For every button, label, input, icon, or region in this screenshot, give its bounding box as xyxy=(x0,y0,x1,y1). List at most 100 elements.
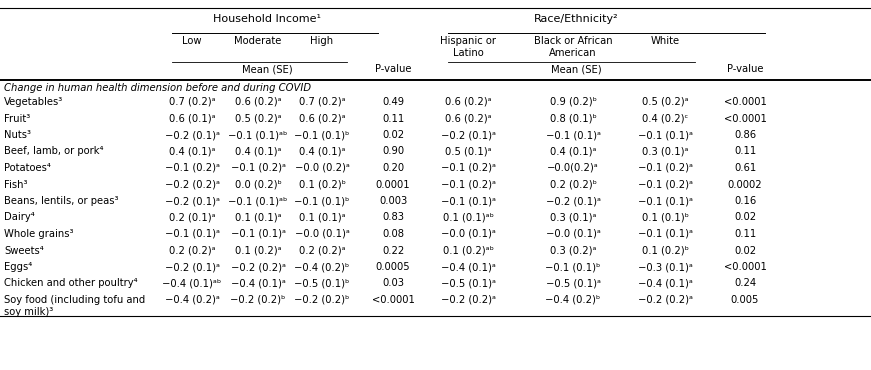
Text: −0.0 (0.1)ᵃ: −0.0 (0.1)ᵃ xyxy=(294,229,349,239)
Text: <0.0001: <0.0001 xyxy=(724,262,766,272)
Text: −0.2 (0.2)ᵇ: −0.2 (0.2)ᵇ xyxy=(294,295,349,305)
Text: Chicken and other poultry⁴: Chicken and other poultry⁴ xyxy=(4,279,138,289)
Text: 0.6 (0.2)ᵃ: 0.6 (0.2)ᵃ xyxy=(234,97,281,107)
Text: 0.49: 0.49 xyxy=(382,97,404,107)
Text: 0.6 (0.2)ᵃ: 0.6 (0.2)ᵃ xyxy=(299,114,345,124)
Text: −0.2 (0.2)ᵃ: −0.2 (0.2)ᵃ xyxy=(231,262,286,272)
Text: 0.4 (0.2)ᶜ: 0.4 (0.2)ᶜ xyxy=(642,114,688,124)
Text: −0.1 (0.1)ᵃ: −0.1 (0.1)ᵃ xyxy=(638,229,692,239)
Text: 0.86: 0.86 xyxy=(734,130,756,140)
Text: 0.2 (0.2)ᵇ: 0.2 (0.2)ᵇ xyxy=(550,179,597,189)
Text: −0.5 (0.1)ᵇ: −0.5 (0.1)ᵇ xyxy=(294,279,349,289)
Text: Eggs⁴: Eggs⁴ xyxy=(4,262,32,272)
Text: Black or African
American: Black or African American xyxy=(534,36,612,58)
Text: Mean (SE): Mean (SE) xyxy=(551,64,602,74)
Text: White: White xyxy=(651,36,679,46)
Text: 0.11: 0.11 xyxy=(381,114,404,124)
Text: −0.2 (0.1)ᵃ: −0.2 (0.1)ᵃ xyxy=(165,130,219,140)
Text: Low: Low xyxy=(182,36,202,46)
Text: 0.1 (0.1)ᵃᵇ: 0.1 (0.1)ᵃᵇ xyxy=(442,212,494,222)
Text: Vegetables³: Vegetables³ xyxy=(4,97,64,107)
Text: 0.24: 0.24 xyxy=(734,279,756,289)
Text: soy milk)³: soy milk)³ xyxy=(4,307,53,317)
Text: −0.4 (0.1)ᵃᵇ: −0.4 (0.1)ᵃᵇ xyxy=(162,279,221,289)
Text: 0.8 (0.1)ᵇ: 0.8 (0.1)ᵇ xyxy=(550,114,597,124)
Text: −0.1 (0.1)ᵃ: −0.1 (0.1)ᵃ xyxy=(638,196,692,206)
Text: Sweets⁴: Sweets⁴ xyxy=(4,246,44,256)
Text: P-value: P-value xyxy=(375,64,411,74)
Text: 0.5 (0.2)ᵃ: 0.5 (0.2)ᵃ xyxy=(642,97,688,107)
Text: 0.7 (0.2)ᵃ: 0.7 (0.2)ᵃ xyxy=(169,97,215,107)
Text: −0.2 (0.1)ᵃ: −0.2 (0.1)ᵃ xyxy=(165,196,219,206)
Text: 0.2 (0.2)ᵃ: 0.2 (0.2)ᵃ xyxy=(169,246,215,256)
Text: 0.22: 0.22 xyxy=(381,246,404,256)
Text: −0.5 (0.1)ᵃ: −0.5 (0.1)ᵃ xyxy=(545,279,600,289)
Text: 0.005: 0.005 xyxy=(731,295,760,305)
Text: Fruit³: Fruit³ xyxy=(4,114,30,124)
Text: Dairy⁴: Dairy⁴ xyxy=(4,212,35,222)
Text: 0.1 (0.1)ᵃ: 0.1 (0.1)ᵃ xyxy=(299,212,345,222)
Text: −0.2 (0.1)ᵃ: −0.2 (0.1)ᵃ xyxy=(545,196,600,206)
Text: Household Income¹: Household Income¹ xyxy=(213,14,321,24)
Text: −0.1 (0.1)ᵃ: −0.1 (0.1)ᵃ xyxy=(165,229,219,239)
Text: −0.1 (0.1)ᵃ: −0.1 (0.1)ᵃ xyxy=(638,130,692,140)
Text: 0.16: 0.16 xyxy=(734,196,756,206)
Text: −0.3 (0.1)ᵃ: −0.3 (0.1)ᵃ xyxy=(638,262,692,272)
Text: 0.1 (0.2)ᵇ: 0.1 (0.2)ᵇ xyxy=(642,246,688,256)
Text: 0.1 (0.2)ᵃ: 0.1 (0.2)ᵃ xyxy=(234,246,281,256)
Text: Nuts³: Nuts³ xyxy=(4,130,31,140)
Text: Change in human health dimension before and during COVID: Change in human health dimension before … xyxy=(4,83,311,93)
Text: Mean (SE): Mean (SE) xyxy=(241,64,293,74)
Text: 0.1 (0.1)ᵃ: 0.1 (0.1)ᵃ xyxy=(234,212,281,222)
Text: −0.4 (0.2)ᵇ: −0.4 (0.2)ᵇ xyxy=(294,262,349,272)
Text: 0.1 (0.2)ᵇ: 0.1 (0.2)ᵇ xyxy=(299,179,346,189)
Text: 0.4 (0.1)ᵃ: 0.4 (0.1)ᵃ xyxy=(299,147,345,157)
Text: −0.1 (0.2)ᵃ: −0.1 (0.2)ᵃ xyxy=(638,179,692,189)
Text: −0.2 (0.2)ᵃ: −0.2 (0.2)ᵃ xyxy=(441,295,496,305)
Text: 0.1 (0.2)ᵃᵇ: 0.1 (0.2)ᵃᵇ xyxy=(442,246,494,256)
Text: 0.0001: 0.0001 xyxy=(375,179,410,189)
Text: 0.02: 0.02 xyxy=(734,246,756,256)
Text: −0.1 (0.1)ᵃ: −0.1 (0.1)ᵃ xyxy=(441,196,496,206)
Text: 0.90: 0.90 xyxy=(382,147,404,157)
Text: −0.1 (0.1)ᵇ: −0.1 (0.1)ᵇ xyxy=(545,262,601,272)
Text: 0.7 (0.2)ᵃ: 0.7 (0.2)ᵃ xyxy=(299,97,345,107)
Text: Race/Ethnicity²: Race/Ethnicity² xyxy=(534,14,618,24)
Text: 0.0 (0.2)ᵇ: 0.0 (0.2)ᵇ xyxy=(234,179,281,189)
Text: 0.4 (0.1)ᵃ: 0.4 (0.1)ᵃ xyxy=(235,147,281,157)
Text: Moderate: Moderate xyxy=(234,36,281,46)
Text: 0.2 (0.2)ᵃ: 0.2 (0.2)ᵃ xyxy=(299,246,345,256)
Text: <0.0001: <0.0001 xyxy=(724,114,766,124)
Text: Beans, lentils, or peas³: Beans, lentils, or peas³ xyxy=(4,196,118,206)
Text: 0.0005: 0.0005 xyxy=(375,262,410,272)
Text: −0.1 (0.2)ᵃ: −0.1 (0.2)ᵃ xyxy=(441,163,496,173)
Text: 0.6 (0.2)ᵃ: 0.6 (0.2)ᵃ xyxy=(445,97,491,107)
Text: 0.4 (0.1)ᵃ: 0.4 (0.1)ᵃ xyxy=(169,147,215,157)
Text: −0.2 (0.1)ᵃ: −0.2 (0.1)ᵃ xyxy=(165,262,219,272)
Text: 0.20: 0.20 xyxy=(382,163,404,173)
Text: −0.1 (0.2)ᵃ: −0.1 (0.2)ᵃ xyxy=(231,163,286,173)
Text: −0.1 (0.2)ᵃ: −0.1 (0.2)ᵃ xyxy=(638,163,692,173)
Text: −0.2 (0.2)ᵃ: −0.2 (0.2)ᵃ xyxy=(165,179,219,189)
Text: −0.4 (0.1)ᵃ: −0.4 (0.1)ᵃ xyxy=(638,279,692,289)
Text: Soy food (including tofu and: Soy food (including tofu and xyxy=(4,295,145,305)
Text: −0.1 (0.2)ᵃ: −0.1 (0.2)ᵃ xyxy=(165,163,219,173)
Text: −0.4 (0.1)ᵃ: −0.4 (0.1)ᵃ xyxy=(231,279,286,289)
Text: P-value: P-value xyxy=(726,64,763,74)
Text: 0.83: 0.83 xyxy=(382,212,404,222)
Text: 0.1 (0.1)ᵇ: 0.1 (0.1)ᵇ xyxy=(642,212,688,222)
Text: −0.1 (0.1)ᵃᵇ: −0.1 (0.1)ᵃᵇ xyxy=(228,196,287,206)
Text: −0.1 (0.1)ᵇ: −0.1 (0.1)ᵇ xyxy=(294,196,349,206)
Text: Hispanic or
Latino: Hispanic or Latino xyxy=(440,36,496,58)
Text: Beef, lamb, or pork⁴: Beef, lamb, or pork⁴ xyxy=(4,147,104,157)
Text: 0.3 (0.1)ᵃ: 0.3 (0.1)ᵃ xyxy=(642,147,688,157)
Text: <0.0001: <0.0001 xyxy=(724,97,766,107)
Text: 0.08: 0.08 xyxy=(382,229,404,239)
Text: 0.3 (0.1)ᵃ: 0.3 (0.1)ᵃ xyxy=(550,212,597,222)
Text: <0.0001: <0.0001 xyxy=(372,295,415,305)
Text: Fish³: Fish³ xyxy=(4,179,28,189)
Text: −0.4 (0.2)ᵃ: −0.4 (0.2)ᵃ xyxy=(165,295,219,305)
Text: −0.1 (0.1)ᵃ: −0.1 (0.1)ᵃ xyxy=(231,229,286,239)
Text: Whole grains³: Whole grains³ xyxy=(4,229,73,239)
Text: 0.5 (0.2)ᵃ: 0.5 (0.2)ᵃ xyxy=(234,114,281,124)
